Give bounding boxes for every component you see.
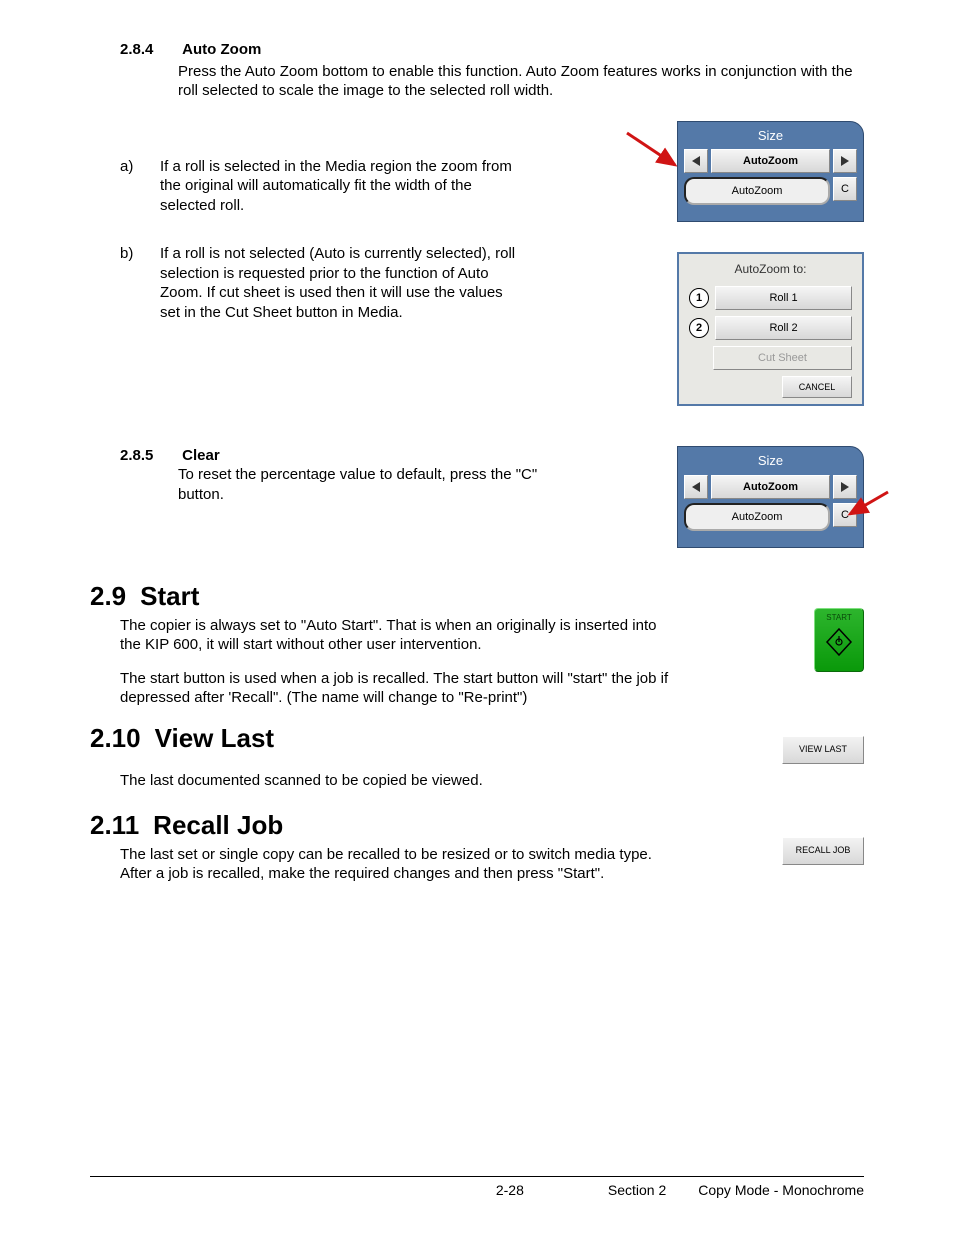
heading-recall-job: 2.11 Recall Job <box>90 809 764 843</box>
footer-section: Section 2 <box>608 1181 666 1199</box>
heading-title: Start <box>140 581 199 611</box>
autozoom-button[interactable]: AutoZoom <box>711 475 830 499</box>
autozoom-dialog: AutoZoom to: 1 Roll 1 2 Roll 2 Cut Sheet… <box>677 252 864 406</box>
size-readout: AutoZoom <box>684 503 830 531</box>
cutsheet-row: Cut Sheet <box>689 346 852 370</box>
footer-mode: Copy Mode - Monochrome <box>698 1181 864 1199</box>
view-last-button[interactable]: VIEW LAST <box>782 736 864 764</box>
heading-title: Recall Job <box>153 810 283 840</box>
roll1-button[interactable]: Roll 1 <box>715 286 852 310</box>
heading-number: 2.9 <box>90 581 126 611</box>
next-button[interactable] <box>833 149 857 173</box>
row-a-with-figure: a) If a roll is selected in the Media re… <box>90 157 864 223</box>
roll-row-2: 2 Roll 2 <box>689 316 852 340</box>
page-number: 2-28 <box>496 1181 524 1199</box>
panel-title: Size <box>684 126 857 150</box>
prev-button[interactable] <box>684 149 708 173</box>
section-2-11: 2.11 Recall Job The last set or single co… <box>90 809 864 884</box>
size-panel-2: Size AutoZoom AutoZoom C <box>677 446 864 548</box>
section-number: 2.8.5 <box>120 446 178 466</box>
document-page: 2.8.4 Auto Zoom Press the Auto Zoom bott… <box>0 0 954 1235</box>
roll-number-icon: 2 <box>689 318 709 338</box>
size-readout: AutoZoom <box>684 177 830 205</box>
size-panel: Size AutoZoom AutoZoom C <box>677 121 864 223</box>
paragraph: Press the Auto Zoom bottom to enable thi… <box>178 62 864 101</box>
row-b-with-figure: b) If a roll is not selected (Auto is cu… <box>90 244 864 406</box>
paragraph: The last set or single copy can be recal… <box>120 845 660 884</box>
heading-number: 2.10 <box>90 723 141 753</box>
section-2-8-4: 2.8.4 Auto Zoom Press the Auto Zoom bott… <box>120 40 864 101</box>
triangle-right-icon <box>841 156 849 166</box>
start-diamond-icon <box>824 625 854 659</box>
item-letter: a) <box>120 157 160 216</box>
section-title: Clear <box>182 447 220 464</box>
section-2-8-5: 2.8.5 Clear To reset the percentage valu… <box>90 446 864 548</box>
dialog-title: AutoZoom to: <box>689 262 852 278</box>
dialog-footer: CANCEL <box>689 376 852 398</box>
item-text: If a roll is selected in the Media regio… <box>160 157 520 216</box>
heading-number: 2.11 <box>90 810 139 840</box>
paragraph: The start button is used when a job is r… <box>120 669 700 708</box>
page-footer: 2-28 Section 2 Copy Mode - Monochrome <box>90 1176 864 1199</box>
triangle-left-icon <box>692 482 700 492</box>
clear-button[interactable]: C <box>833 503 857 527</box>
prev-button[interactable] <box>684 475 708 499</box>
roll2-button[interactable]: Roll 2 <box>715 316 852 340</box>
autozoom-button[interactable]: AutoZoom <box>711 149 830 173</box>
item-text: If a roll is not selected (Auto is curre… <box>160 244 520 322</box>
cancel-button[interactable]: CANCEL <box>782 376 852 398</box>
cutsheet-button[interactable]: Cut Sheet <box>713 346 852 370</box>
item-letter: b) <box>120 244 160 322</box>
start-button[interactable]: START <box>814 608 864 672</box>
triangle-left-icon <box>692 156 700 166</box>
heading-view-last: 2.10 View Last <box>90 722 764 756</box>
paragraph: To reset the percentage value to default… <box>178 465 538 504</box>
heading-start: 2.9 Start <box>90 580 796 614</box>
next-button[interactable] <box>833 475 857 499</box>
section-2-10: 2.10 View Last The last documented scanne… <box>90 722 864 791</box>
paragraph: The copier is always set to "Auto Start"… <box>120 616 680 655</box>
list-item-b: b) If a roll is not selected (Auto is cu… <box>120 244 520 322</box>
heading-title: View Last <box>155 723 274 753</box>
section-2-9: 2.9 Start The copier is always set to "Au… <box>90 580 864 708</box>
clear-button[interactable]: C <box>833 177 857 201</box>
section-title: Auto Zoom <box>182 41 261 58</box>
start-label: START <box>826 613 851 622</box>
section-number: 2.8.4 <box>120 40 178 60</box>
paragraph: The last documented scanned to be copied… <box>120 771 764 791</box>
list-item-a: a) If a roll is selected in the Media re… <box>120 157 520 216</box>
triangle-right-icon <box>841 482 849 492</box>
roll-row-1: 1 Roll 1 <box>689 286 852 310</box>
recall-job-button[interactable]: RECALL JOB <box>782 837 864 865</box>
roll-number-icon: 1 <box>689 288 709 308</box>
panel-title: Size <box>684 451 857 475</box>
